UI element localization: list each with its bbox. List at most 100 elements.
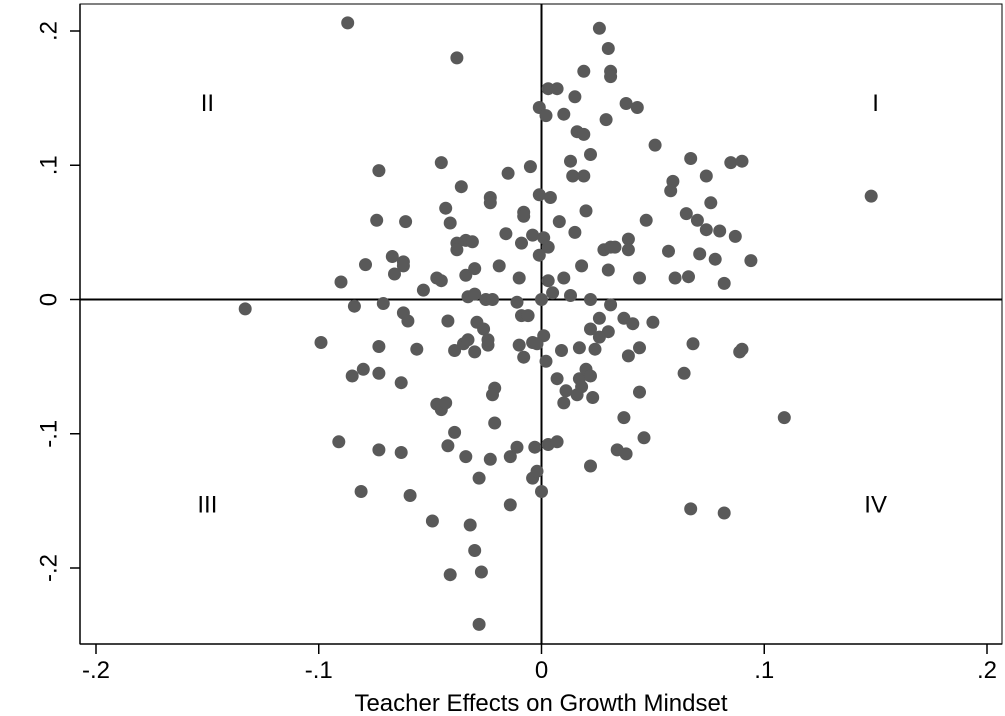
data-point <box>639 213 653 227</box>
data-point <box>465 235 479 249</box>
data-point <box>668 271 682 285</box>
data-point <box>441 314 455 328</box>
data-point <box>584 322 597 336</box>
data-point <box>472 471 486 485</box>
data-point <box>584 293 597 306</box>
data-point <box>345 369 359 383</box>
data-point <box>416 283 430 297</box>
data-point <box>356 362 370 376</box>
data-point <box>564 289 577 302</box>
data-point <box>394 376 408 390</box>
data-point <box>550 82 564 96</box>
data-point <box>717 276 731 290</box>
data-point <box>332 435 346 449</box>
data-point <box>488 416 502 430</box>
data-point <box>557 271 571 285</box>
data-point <box>539 109 553 123</box>
data-point <box>472 617 486 631</box>
data-point <box>684 152 698 165</box>
data-point <box>621 243 635 257</box>
data-point <box>592 330 606 344</box>
quadrant-label-ii: II <box>201 90 214 117</box>
y-tick-label: .2 <box>35 21 62 41</box>
data-point <box>579 204 593 218</box>
data-point <box>372 443 386 457</box>
x-tick-label: 0 <box>535 657 548 684</box>
y-tick-label: 0 <box>35 293 62 306</box>
data-point <box>459 268 473 282</box>
data-point <box>724 156 738 170</box>
data-point <box>532 248 546 262</box>
data-point <box>568 90 582 104</box>
data-points <box>238 16 878 631</box>
data-point <box>477 322 491 336</box>
data-point <box>568 225 582 239</box>
data-point <box>539 354 553 368</box>
data-point <box>532 188 546 202</box>
data-point <box>699 169 713 183</box>
data-point <box>448 425 462 439</box>
data-point <box>693 247 707 261</box>
data-point <box>586 391 600 404</box>
data-point <box>459 450 473 464</box>
data-point <box>434 274 448 288</box>
data-point <box>388 267 401 281</box>
data-point <box>541 240 555 254</box>
x-axis: -.2 -.1 0 .1 .2 <box>80 643 1002 684</box>
data-point <box>372 366 386 380</box>
data-point <box>523 160 537 174</box>
y-axis: -.2 -.1 0 .1 .2 <box>35 4 81 644</box>
data-point <box>584 148 597 161</box>
x-tick-label: -.2 <box>82 657 110 684</box>
data-point <box>517 209 531 223</box>
data-point <box>557 396 571 410</box>
data-point <box>662 244 675 258</box>
data-point <box>577 127 591 141</box>
data-point <box>708 252 722 266</box>
data-point <box>572 341 586 355</box>
data-point <box>735 154 749 168</box>
data-point <box>577 64 591 78</box>
data-point <box>543 191 557 204</box>
data-point <box>555 344 568 357</box>
data-point <box>604 70 618 84</box>
data-point <box>682 270 695 284</box>
data-point <box>314 336 328 349</box>
data-point <box>486 293 499 306</box>
data-point <box>385 250 399 263</box>
data-point <box>503 450 517 464</box>
data-point <box>601 263 615 277</box>
data-point <box>474 565 488 579</box>
data-point <box>699 223 713 237</box>
data-point <box>439 396 453 410</box>
data-point <box>664 184 678 198</box>
data-point <box>359 258 372 272</box>
data-point <box>503 498 517 512</box>
data-point <box>515 236 528 250</box>
data-point <box>575 259 589 273</box>
data-point <box>341 16 355 30</box>
data-point <box>481 333 495 347</box>
data-point <box>463 518 477 532</box>
data-point <box>347 299 361 313</box>
data-point <box>617 411 631 425</box>
data-point <box>541 82 555 96</box>
data-point <box>448 344 462 357</box>
y-tick-label: -.2 <box>35 554 62 582</box>
data-point <box>370 213 384 227</box>
data-point <box>684 502 698 516</box>
data-point <box>510 440 524 454</box>
data-point <box>546 286 560 300</box>
data-point <box>570 388 584 402</box>
x-tick-label: .1 <box>754 657 774 684</box>
data-point <box>550 435 564 449</box>
data-point <box>394 446 408 459</box>
data-point <box>592 21 606 35</box>
data-point <box>584 369 597 383</box>
data-point <box>630 101 644 114</box>
data-point <box>713 224 727 238</box>
quadrant-label-i: I <box>872 90 879 117</box>
data-point <box>499 227 513 241</box>
